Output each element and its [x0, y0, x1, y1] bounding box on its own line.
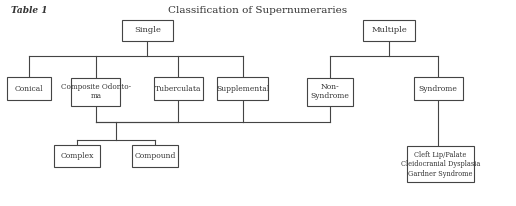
FancyBboxPatch shape: [307, 78, 353, 105]
Text: Complex: Complex: [60, 152, 93, 160]
FancyBboxPatch shape: [122, 20, 173, 41]
FancyBboxPatch shape: [54, 145, 100, 167]
Text: Supplemental: Supplemental: [216, 85, 269, 93]
Text: Classification of Supernumeraries: Classification of Supernumeraries: [168, 6, 348, 15]
Text: Single: Single: [134, 26, 161, 34]
Text: Table 1: Table 1: [11, 6, 47, 15]
FancyBboxPatch shape: [407, 146, 474, 182]
Text: Tuberculata: Tuberculata: [155, 85, 201, 93]
Text: Conical: Conical: [14, 85, 43, 93]
FancyBboxPatch shape: [71, 78, 120, 105]
Text: Cleft Lip/Palate
Cleidocranial Dysplasia
Gardner Syndrome: Cleft Lip/Palate Cleidocranial Dysplasia…: [401, 151, 480, 178]
FancyBboxPatch shape: [217, 77, 268, 100]
Text: Composite Odonto-
ma: Composite Odonto- ma: [61, 83, 131, 100]
FancyBboxPatch shape: [7, 77, 51, 100]
FancyBboxPatch shape: [132, 145, 178, 167]
FancyBboxPatch shape: [154, 77, 203, 100]
FancyBboxPatch shape: [414, 77, 462, 100]
Text: Compound: Compound: [134, 152, 176, 160]
FancyBboxPatch shape: [363, 20, 415, 41]
Text: Syndrome: Syndrome: [418, 85, 458, 93]
Text: Multiple: Multiple: [372, 26, 407, 34]
Text: Non-
Syndrome: Non- Syndrome: [311, 83, 349, 100]
